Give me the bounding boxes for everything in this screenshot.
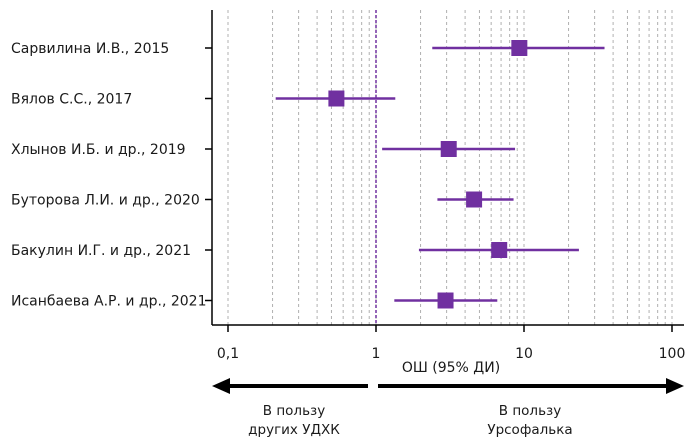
x-tick-label: 100 — [659, 346, 685, 362]
favor-left-line-2: других УДХК — [248, 422, 340, 438]
x-axis-title: ОШ (95% ДИ) — [402, 360, 500, 376]
study-label: Сарвилина И.В., 2015 — [11, 41, 169, 57]
study-label: Буторова Л.И. и др., 2020 — [11, 193, 200, 209]
x-tick-labels: 0,1 1 10 100 — [217, 346, 685, 362]
odds-ratio-marker — [328, 90, 345, 107]
grid-lines — [227, 10, 673, 325]
study-label: Бакулин И.Г. и др., 2021 — [11, 243, 191, 259]
study-rows: Сарвилина И.В., 2015 Вялов С.С., 2017 Хлын… — [11, 40, 605, 310]
study-label: Вялов С.С., 2017 — [11, 92, 132, 108]
favor-left-arrowhead — [212, 378, 230, 394]
study-label: Исанбаева А.Р. и др., 2021 — [11, 294, 206, 310]
x-tick-label: 0,1 — [217, 346, 239, 362]
x-tick-label: 1 — [372, 346, 381, 362]
favor-right-arrowhead — [666, 378, 684, 394]
odds-ratio-marker — [491, 242, 508, 258]
odds-ratio-marker — [440, 141, 457, 157]
favor-left-line-1: В пользу — [263, 403, 325, 419]
plot-axes — [211, 10, 684, 332]
favor-right-line-2: Урсофалька — [487, 422, 572, 438]
odds-ratio-marker — [511, 40, 528, 56]
odds-ratio-marker — [437, 292, 454, 309]
odds-ratio-marker — [466, 191, 483, 208]
favor-right-line-1: В пользу — [499, 403, 561, 419]
x-tick-label: 10 — [515, 346, 533, 362]
favor-arrows — [212, 378, 684, 394]
study-label: Хлынов И.Б. и др., 2019 — [11, 142, 186, 158]
